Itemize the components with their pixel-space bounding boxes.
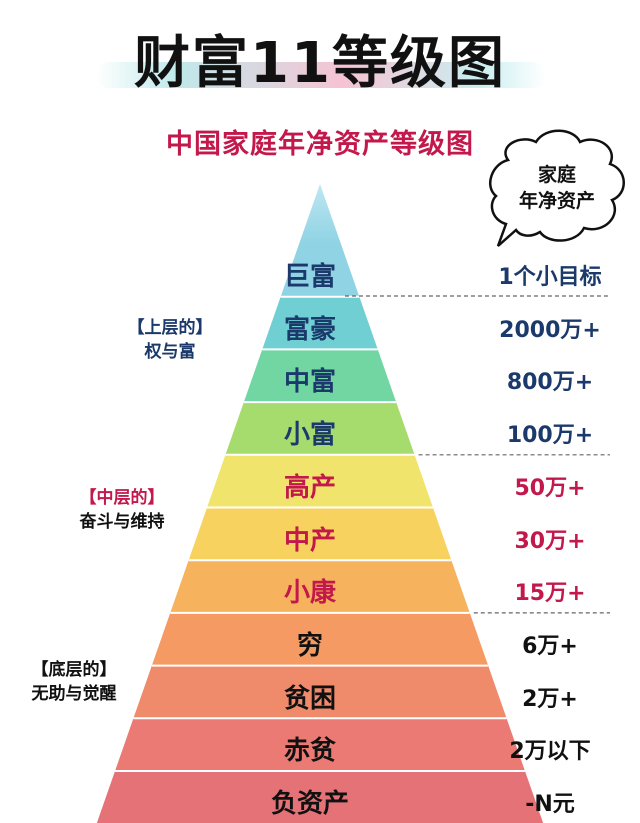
page-subtitle: 中国家庭年净资产等级图 [166,129,474,160]
level-name: 小富 [283,420,336,451]
bubble-label: 家庭 年净资产 [497,162,617,214]
pyramid-band [188,507,452,561]
level-value: 100万+ [506,423,594,449]
pyramid-tip [299,184,341,244]
group-upper-desc: 权与富 [144,342,196,362]
level-value: 15万+ [514,581,586,607]
level-value: -N元 [525,792,575,817]
group-lower-desc: 无助与觉醒 [31,684,117,704]
level-value: 2万+ [522,686,578,712]
pyramid-band [207,454,433,508]
pyramid-band [96,771,544,823]
pyramid-band [151,612,489,666]
level-name: 巨富 [283,262,336,292]
group-middle-desc: 奋斗与维持 [79,512,165,532]
level-name: 富豪 [283,314,336,345]
group-upper: 【上层的】 权与富 [100,316,240,364]
title-highlight [96,62,546,88]
level-name: 中产 [283,525,336,556]
level-name: 中富 [283,367,336,398]
level-name: 负资产 [270,789,349,819]
level-value: 2万以下 [509,739,591,765]
group-upper-title: 【上层的】 [127,318,213,338]
bubble-line-1: 家庭 [537,164,576,186]
level-name: 高产 [283,472,336,503]
speech-bubble [489,129,625,247]
pyramid-band [133,665,507,719]
level-value: 2000万+ [499,317,601,343]
level-value: 30万+ [514,528,586,554]
level-name: 赤贫 [283,736,336,767]
pyramid-band [225,402,415,455]
pyramid-band [243,349,397,403]
pyramid-band [115,718,525,771]
group-lower-title: 【底层的】 [31,660,117,680]
group-middle: 【中层的】 奋斗与维持 [52,486,192,534]
level-value: 1个小目标 [498,265,602,290]
pyramid-band [280,244,360,297]
pyramid-band [170,560,470,613]
bubble-line-2: 年净资产 [518,190,595,212]
level-value: 50万+ [514,475,586,501]
level-name: 贫困 [283,683,336,714]
level-value: 6万+ [522,633,578,659]
group-lower: 【底层的】 无助与觉醒 [4,658,144,706]
group-middle-title: 【中层的】 [79,488,165,508]
level-name: 穷 [296,630,323,661]
pyramid-band [262,296,378,350]
page-title: 财富11等级图 [134,31,506,96]
level-name: 小康 [283,578,336,609]
level-value: 800万+ [506,370,594,396]
